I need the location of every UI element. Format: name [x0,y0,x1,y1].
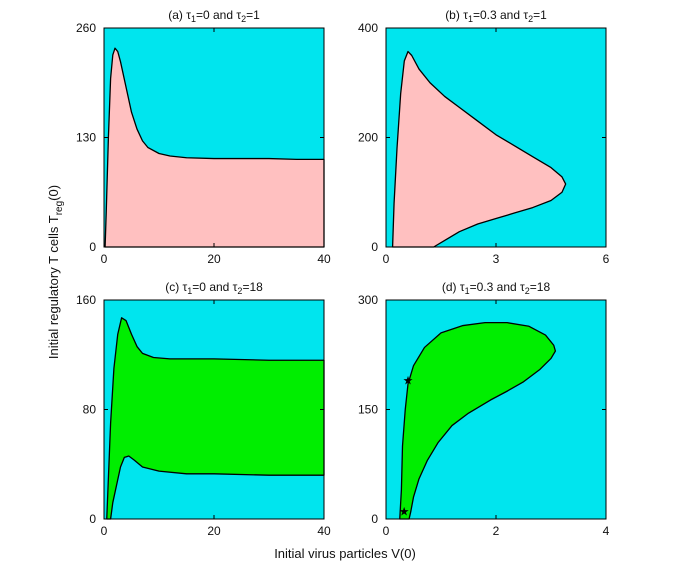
panel-b: 0 3 6 0 200 400 (b) τ1=0.3 and τ2=1 [358,8,610,266]
panel-c-ytick-label: 80 [83,403,97,417]
panel-a-xtick-label: 20 [207,252,221,266]
panel-d-star-marker: ★ [403,373,414,387]
panel-a-ytick-label: 130 [76,131,96,145]
panel-c-title: (c) τ1=0 and τ2=18 [165,280,263,296]
y-axis-label-tail: (0) [46,185,61,201]
panel-b-xtick-label: 0 [383,252,390,266]
panel-a-title: (a) τ1=0 and τ2=1 [168,8,260,24]
panel-a-region [104,47,325,248]
panel-b-ytick-label: 400 [358,21,378,35]
panel-c-xtick-label: 0 [101,524,108,538]
panel-a-ytick-label: 0 [89,240,96,254]
panel-b-title: (b) τ1=0.3 and τ2=1 [445,8,547,24]
panel-d-region [399,321,557,520]
panel-b-xtick-label: 3 [493,252,500,266]
panel-d: 0 2 4 0 150 300 (d) τ1=0.3 and τ2=18 ★ ★ [358,280,610,538]
panel-a-xtick-label: 0 [101,252,108,266]
y-axis-label: Initial regulatory T cells Treg(0) [46,185,65,359]
panel-d-ytick-label: 0 [371,512,378,526]
panel-a-xtick-label: 40 [317,252,331,266]
panel-c-xtick-label: 20 [207,524,221,538]
panel-d-star-marker: ★ [399,505,410,519]
y-axis-label-main: Initial regulatory T cells T [46,215,61,359]
y-axis-label-sub: reg [54,201,65,215]
x-axis-label: Initial virus particles V(0) [274,546,416,561]
panel-c: 0 20 40 0 80 160 (c) τ1=0 and τ2=18 [76,280,331,538]
panel-d-ytick-label: 150 [358,403,378,417]
panel-d-xtick-label: 0 [383,524,390,538]
panel-b-xtick-label: 6 [603,252,610,266]
panel-a-ytick-label: 260 [76,21,96,35]
panel-c-ytick-label: 0 [89,512,96,526]
panel-c-ytick-label: 160 [76,293,96,307]
panel-b-region [391,50,567,248]
panel-d-xtick-label: 4 [603,524,610,538]
panel-d-ytick-label: 300 [358,293,378,307]
panel-c-xtick-label: 40 [317,524,331,538]
panel-d-title: (d) τ1=0.3 and τ2=18 [442,280,551,296]
panel-b-ytick-label: 0 [371,240,378,254]
panel-a: 0 20 40 0 130 260 (a) τ1=0 and τ2=1 [76,8,331,266]
panel-d-xtick-label: 2 [493,524,500,538]
panel-b-ytick-label: 200 [358,131,378,145]
